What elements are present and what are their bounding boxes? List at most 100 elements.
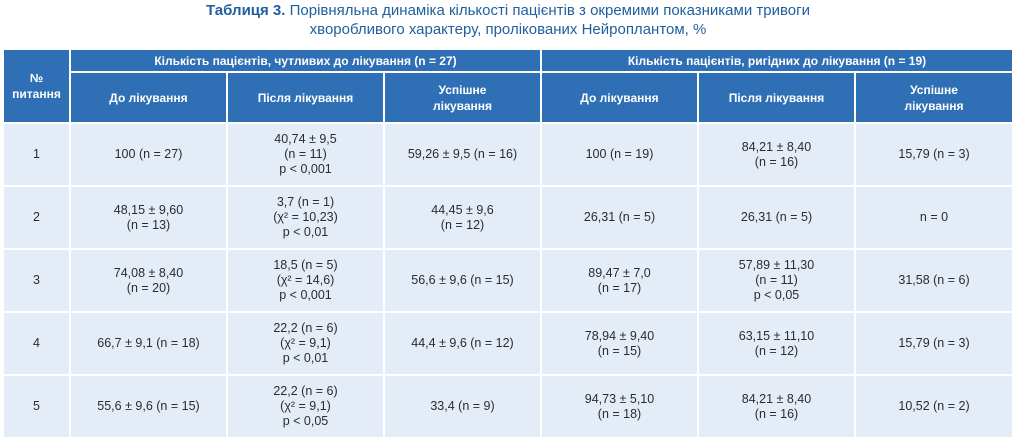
caption-line-1: Таблиця 3. Порівняльна динаміка кількост…	[0, 1, 1016, 20]
cell-value: 94,73 ± 5,10	[584, 391, 655, 406]
table-row: 5 55,6 ± 9,6 (n = 15) 22,2 (n = 6) (χ² = 9,…	[4, 376, 1013, 437]
header-num-symbol: №	[29, 71, 44, 85]
table-cell: 15,79 (n = 3)	[856, 124, 1013, 185]
table-row: 3 74,08 ± 8,40 (n = 20) 18,5 (n = 5) (χ² = 1…	[4, 250, 1013, 311]
header-subcolumn-label: Після лікування	[728, 90, 825, 105]
table-cell: n = 0	[856, 187, 1013, 248]
cell-value: 26,31 (n = 5)	[583, 210, 656, 224]
cell-value: (n = 11)	[284, 147, 327, 161]
cell-value: (χ² = 14,6)	[276, 273, 335, 287]
cell-value: 57,89 ± 11,30	[738, 258, 815, 272]
cell-value: 44,4 ± 9,6 (n = 12)	[411, 336, 514, 350]
table-cell: 48,15 ± 9,60 (n = 13)	[71, 187, 226, 248]
cell-value: (n = 17)	[597, 280, 642, 295]
cell-value: 10,52 (n = 2)	[898, 399, 970, 413]
cell-value: 18,5 (n = 5)	[273, 258, 338, 272]
table-cell: 18,5 (n = 5) (χ² = 14,6) p < 0,001	[228, 250, 383, 311]
cell-value: 74,08 ± 8,40	[113, 265, 184, 280]
cell-value: 63,15 ± 11,10	[738, 328, 815, 343]
table-cell: 26,31 (n = 5)	[699, 187, 854, 248]
table-cell: 100 (n = 27)	[71, 124, 226, 185]
cell-value: 84,21 ± 8,40	[741, 139, 812, 154]
cell-value: p < 0,001	[279, 288, 332, 302]
cell-value: p < 0,001	[279, 162, 332, 176]
cell-value: 40,74 ± 9,5	[274, 132, 337, 146]
table-cell: 56,6 ± 9,6 (n = 15)	[385, 250, 540, 311]
table-cell: 10,52 (n = 2)	[856, 376, 1013, 437]
header-question-number: № питання	[4, 50, 69, 122]
caption-label: Таблиця 3.	[206, 2, 286, 19]
cell-value: 44,45 ± 9,6	[431, 202, 494, 217]
table-cell: 74,08 ± 8,40 (n = 20)	[71, 250, 226, 311]
cell-value: n = 0	[919, 210, 949, 224]
cell-value: 84,21 ± 8,40	[741, 391, 812, 406]
question-number-cell: 1	[4, 124, 69, 185]
table-cell: 57,89 ± 11,30 (n = 11) p < 0,05	[699, 250, 854, 311]
cell-value: 66,7 ± 9,1 (n = 18)	[97, 336, 200, 350]
header-subcolumn-label: Після лікування	[257, 90, 354, 105]
cell-value: (n = 15)	[597, 343, 642, 358]
table-cell: 3,7 (n = 1) (χ² = 10,23) p < 0,01	[228, 187, 383, 248]
cell-value: 56,6 ± 9,6 (n = 15)	[411, 273, 514, 287]
cell-value: p < 0,05	[282, 414, 329, 428]
cell-value: (n = 13)	[126, 217, 171, 232]
question-number-cell: 4	[4, 313, 69, 374]
header-num-label: питання	[12, 87, 61, 101]
question-number-cell: 2	[4, 187, 69, 248]
header-subcolumn-label: лікування	[432, 98, 493, 113]
cell-value: 3,7 (n = 1)	[276, 195, 335, 209]
cell-value: (n = 18)	[597, 406, 642, 421]
table-cell: 78,94 ± 9,40 (n = 15)	[542, 313, 697, 374]
table-cell: 31,58 (n = 6)	[856, 250, 1013, 311]
table-cell: 66,7 ± 9,1 (n = 18)	[71, 313, 226, 374]
caption-title-1: Порівняльна динаміка кількості пацієнтів…	[289, 2, 810, 19]
table-cell: 55,6 ± 9,6 (n = 15)	[71, 376, 226, 437]
table-cell: 26,31 (n = 5)	[542, 187, 697, 248]
table-cell: 33,4 (n = 9)	[385, 376, 540, 437]
table-row: 1 100 (n = 27) 40,74 ± 9,5 (n = 11) p < 0,00…	[4, 124, 1013, 185]
header-subcolumn-label: До лікування	[580, 90, 659, 105]
table-cell: 84,21 ± 8,40 (n = 16)	[699, 124, 854, 185]
table-body: 1 100 (n = 27) 40,74 ± 9,5 (n = 11) p < 0,00…	[4, 124, 1013, 437]
cell-value: 59,26 ± 9,5 (n = 16)	[407, 147, 518, 161]
cell-value: (n = 11)	[755, 273, 798, 287]
cell-value: (n = 20)	[126, 280, 171, 295]
table-row: 4 66,7 ± 9,1 (n = 18) 22,2 (n = 6) (χ² = 9,…	[4, 313, 1013, 374]
header-subcolumn-label: лікування	[904, 98, 964, 113]
table-cell: 22,2 (n = 6) (χ² = 9,1) p < 0,01	[228, 313, 383, 374]
header-subcolumn: Після лікування	[228, 73, 383, 122]
cell-value: 15,79 (n = 3)	[898, 147, 970, 161]
cell-value: 31,58 (n = 6)	[898, 273, 970, 287]
cell-value: 55,6 ± 9,6 (n = 15)	[97, 399, 200, 413]
table-cell: 63,15 ± 11,10 (n = 12)	[699, 313, 854, 374]
header-subcolumn-label: До лікування	[109, 90, 188, 105]
header-subcolumn-label: Успішне	[438, 82, 487, 97]
table-cell: 22,2 (n = 6) (χ² = 9,1) p < 0,05	[228, 376, 383, 437]
cell-value: 89,47 ± 7,0	[588, 265, 651, 280]
cell-value: (n = 12)	[754, 343, 799, 358]
table-cell: 59,26 ± 9,5 (n = 16)	[385, 124, 540, 185]
cell-value: 100 (n = 19)	[585, 147, 654, 161]
cell-value: 22,2 (n = 6)	[273, 384, 338, 398]
cell-value: (χ² = 9,1)	[280, 399, 331, 413]
header-subcolumn-label: Успішне	[910, 82, 958, 97]
table-cell: 89,47 ± 7,0 (n = 17)	[542, 250, 697, 311]
cell-value: 26,31 (n = 5)	[740, 210, 813, 224]
table-cell: 44,45 ± 9,6 (n = 12)	[385, 187, 540, 248]
cell-value: (χ² = 9,1)	[280, 336, 331, 350]
caption-title-2: хворобливого характеру, пролікованих Ней…	[309, 21, 707, 38]
question-number-cell: 5	[4, 376, 69, 437]
results-table: № питання Кількість пацієнтів, чутливих …	[2, 48, 1014, 439]
cell-value: p < 0,01	[282, 351, 329, 365]
header-subcolumn: Після лікування	[699, 73, 854, 122]
header-group-rigid: Кількість пацієнтів, ригідних до лікуван…	[542, 50, 1013, 71]
cell-value: p < 0,01	[282, 225, 329, 239]
cell-value: (n = 16)	[754, 154, 799, 169]
cell-value: (χ² = 10,23)	[273, 210, 338, 224]
header-group-sensitive: Кількість пацієнтів, чутливих до лікуван…	[71, 50, 540, 71]
table-cell: 44,4 ± 9,6 (n = 12)	[385, 313, 540, 374]
question-number-cell: 3	[4, 250, 69, 311]
cell-value: 100 (n = 27)	[114, 147, 183, 161]
header-subcolumn: Успішне лікування	[856, 73, 1013, 122]
cell-value: (n = 16)	[754, 406, 799, 421]
